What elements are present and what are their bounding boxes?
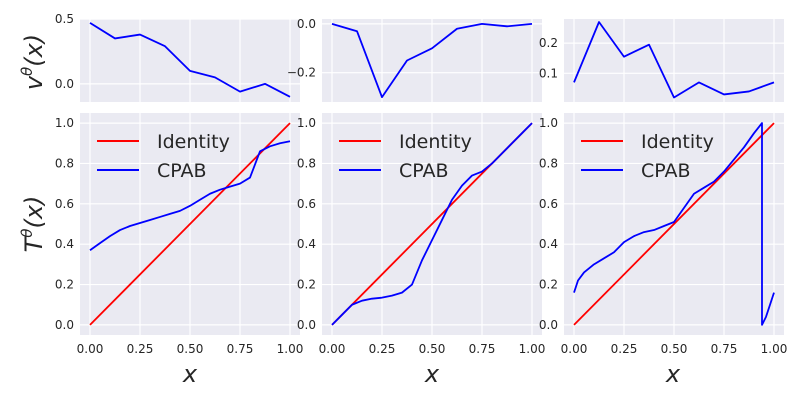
legend-label-cpab-transform-col2: CPAB (399, 160, 449, 182)
legend-label-cpab-transform-col3: CPAB (641, 160, 691, 182)
series-line-series-velocity-col3 (573, 21, 775, 99)
ytick-label-transform-col1-2: 0.4 (55, 237, 74, 251)
panel-velocity-col2: 0.0 −0.2 (287, 17, 542, 102)
series-line-identity-transform-col1 (89, 122, 291, 326)
series-line-cpab-transform-col1 (89, 140, 291, 251)
ytick-label-transform-col3-3: 0.6 (539, 197, 558, 211)
panel-transform-col3: 0.0 0.2 0.4 0.6 0.8 1.0 0.00 0.25 0.50 0.75 1.00 Id… (539, 113, 787, 356)
xtick-label-transform-col1-0: 0.00 (77, 342, 104, 356)
velocity-ylabel: vθ(x) (18, 34, 48, 90)
xtick-label-transform-col1-4: 1.00 (277, 342, 304, 356)
xtick-label-transform-col2-0: 0.00 (319, 342, 346, 356)
xtick-label-transform-col3-3: 0.75 (711, 342, 738, 356)
ytick-label-velocity-col2-0: 0.0 (297, 17, 316, 31)
series-line-cpab-transform-col3 (573, 122, 775, 326)
series-line-series-velocity-col1 (89, 22, 291, 98)
transform-ylabel-sup: θ (18, 229, 36, 238)
ytick-label-transform-col1-1: 0.2 (55, 278, 74, 292)
legend-label-identity-transform-col3: Identity (641, 131, 714, 153)
xtick-label-transform-col3-4: 1.00 (761, 342, 788, 356)
legend-label-identity-transform-col1: Identity (157, 131, 230, 153)
xlabel-col1: x (182, 360, 198, 388)
xlabel-col3: x (665, 360, 681, 388)
panel-transform-col1: 0.0 0.2 0.4 0.6 0.8 1.0 0.00 0.25 0.50 0.75 1.00 Id… (55, 113, 303, 356)
xtick-label-transform-col3-0: 0.00 (561, 342, 588, 356)
ytick-label-transform-col2-0: 0.0 (297, 318, 316, 332)
legend-label-cpab-transform-col1: CPAB (157, 160, 207, 182)
xtick-label-transform-col2-3: 0.75 (469, 342, 496, 356)
panel-velocity-col1: 0.0 0.5 (55, 12, 300, 102)
ytick-label-transform-col3-1: 0.2 (539, 278, 558, 292)
ytick-label-transform-col1-5: 1.0 (55, 116, 74, 130)
ytick-label-velocity-col1-1: 0.5 (55, 12, 74, 26)
panel-velocity-col3: 0.1 0.2 (539, 19, 784, 102)
xtick-label-transform-col2-1: 0.25 (369, 342, 396, 356)
ytick-label-transform-col3-4: 0.8 (539, 156, 558, 170)
panels-layer: 0.00.5 0.0−0.2 0.10.20.00.20.40.60.81.00.0… (55, 12, 787, 356)
ytick-label-transform-col3-0: 0.0 (539, 318, 558, 332)
ytick-label-transform-col2-3: 0.6 (297, 197, 316, 211)
ytick-label-transform-col2-1: 0.2 (297, 278, 316, 292)
ytick-label-transform-col3-5: 1.0 (539, 116, 558, 130)
xtick-label-transform-col3-2: 0.50 (661, 342, 688, 356)
series-line-series-velocity-col2 (331, 22, 533, 99)
ytick-label-velocity-col3-1: 0.2 (539, 36, 558, 50)
ytick-label-transform-col2-5: 1.0 (297, 116, 316, 130)
ytick-label-velocity-col2-1: −0.2 (287, 66, 316, 80)
ytick-label-transform-col2-2: 0.4 (297, 237, 316, 251)
ytick-label-velocity-col3-0: 0.1 (539, 66, 558, 80)
xlabel-col2: x (424, 360, 440, 388)
xtick-label-transform-col1-1: 0.25 (127, 342, 154, 356)
velocity-ylabel-main: v (20, 75, 48, 90)
transform-ylabel-main: T (20, 235, 48, 252)
velocity-ylabel-sup: θ (18, 67, 36, 76)
xtick-label-transform-col2-2: 0.50 (419, 342, 446, 356)
xtick-label-transform-col1-2: 0.50 (177, 342, 204, 356)
ytick-label-transform-col1-4: 0.8 (55, 156, 74, 170)
transform-ylabel: Tθ(x) (18, 196, 48, 253)
ytick-label-transform-col2-4: 0.8 (297, 156, 316, 170)
ytick-label-transform-col1-3: 0.6 (55, 197, 74, 211)
xtick-label-transform-col2-4: 1.00 (519, 342, 546, 356)
xtick-label-transform-col3-1: 0.25 (611, 342, 638, 356)
legend-label-identity-transform-col2: Identity (399, 131, 472, 153)
series-line-cpab-transform-col2 (331, 122, 533, 326)
series-line-identity-transform-col3 (573, 122, 775, 326)
xtick-label-transform-col1-3: 0.75 (227, 342, 254, 356)
panel-transform-col2: 0.0 0.2 0.4 0.6 0.8 1.0 0.00 0.25 0.50 0.75 1.00 Id… (297, 113, 545, 356)
ytick-label-transform-col3-2: 0.4 (539, 237, 558, 251)
ytick-label-velocity-col1-0: 0.0 (55, 77, 74, 91)
velocity-ylabel-arg: (x) (20, 34, 48, 67)
ytick-label-transform-col1-0: 0.0 (55, 318, 74, 332)
transform-ylabel-arg: (x) (20, 196, 48, 229)
